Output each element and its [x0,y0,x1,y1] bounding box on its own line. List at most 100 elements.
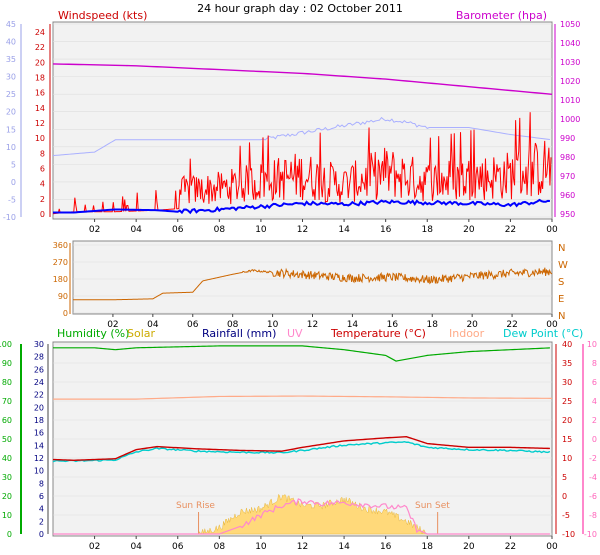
barometer-axis-tick-label: 960 [560,191,575,200]
windspeed-axis-tick-label: 12 [35,119,45,128]
left-axis-tick-label: 30 [6,73,16,82]
temperature-tick-label: 35 [562,359,572,368]
rainfall-tick-label: 18 [34,416,44,425]
wind-direction-line [73,267,553,301]
barometer-axis-tick-label: 1020 [560,77,580,86]
wind-direction-xtick-label: 00 [546,320,558,330]
wind-direction-tick-label: 0 [63,309,68,318]
wind-direction-xtick-label: 04 [147,320,159,330]
temperature-tick-label: 30 [562,378,572,387]
rainfall-legend: Rainfall (mm) [202,327,276,340]
dewpoint-line [52,440,551,463]
rainfall-tick-label: 30 [34,340,44,349]
humidity-tick-label: 70 [2,397,12,406]
humidity-legend: Humidity (%) [57,327,129,340]
barometer-axis-tick-label: 1010 [560,96,580,105]
left-axis-tick-label: 15 [6,125,16,134]
wind-direction-plot-area [72,240,553,315]
wind-direction-series [73,267,553,301]
temp-hum-xtick-label: 06 [172,542,184,552]
uv-tick-label: -2 [589,454,597,463]
humidity-tick-label: 20 [2,492,12,501]
uv-tick-label: 6 [592,378,597,387]
uv-tick-label: 8 [592,359,597,368]
barometer-legend: Barometer (hpa) [456,9,547,22]
temp-hum-panel: 0102030405060708090100024681012141618202… [0,327,597,552]
temperature-tick-label: -10 [562,530,575,539]
wind-baro-xtick-label: 14 [338,225,350,235]
temp-hum-xtick-label: 10 [255,542,267,552]
left-axis-tick-label: 10 [6,143,16,152]
rainfall-tick-label: 20 [34,403,44,412]
compass-label: N [558,243,565,254]
sunset-annotation: Sun Set [415,501,450,511]
indoor-legend: Indoor [449,327,485,340]
humidity-tick-label: 0 [7,530,12,539]
barometer-axis-tick-label: 1050 [560,20,580,29]
left-axis-tick-label: 0 [11,178,16,187]
wind-baro-axes: -10-505101520253035404502468101214161820… [3,20,580,235]
temperature-tick-label: 0 [562,492,567,501]
uv-tick-label: -8 [589,511,597,520]
left-axis-tick-label: -5 [8,195,16,204]
windspeed-axis-tick-label: 0 [40,210,45,219]
uv-legend: UV [287,327,303,340]
left-axis-tick-label: -10 [3,213,16,222]
left-axis-tick-label: 5 [11,160,16,169]
compass-label: S [558,277,564,288]
uv-line [53,498,550,535]
uv-tick-label: 4 [592,397,597,406]
wind-direction-xtick-label: 12 [307,320,318,330]
wind-direction-grid [73,244,552,314]
windspeed-axis-tick-label: 4 [40,180,45,189]
temp-hum-series [52,345,553,535]
wind-baro-panel: -10-505101520253035404502468101214161820… [3,9,580,235]
solar-legend: Solar [127,327,156,340]
temp-hum-xtick-label: 12 [297,542,308,552]
windspeed-axis-tick-label: 2 [40,195,45,204]
left-axis-tick-label: 25 [6,90,16,99]
wind-baro-xtick-label: 16 [380,225,392,235]
temp-hum-xtick-label: 08 [214,542,226,552]
wind-baro-xtick-label: 06 [172,225,184,235]
sunrise-annotation: Sun Rise [176,501,215,511]
uv-tick-label: -4 [589,473,597,482]
barometer-axis-tick-label: 1040 [560,39,580,48]
indoor-line [53,395,553,400]
wind-direction-tick-label: 180 [53,275,68,284]
humidity-tick-label: 30 [2,473,12,482]
wind-direction-xtick-label: 10 [267,320,279,330]
left-axis-tick-label: 20 [6,108,16,117]
compass-label: N [558,311,565,322]
temperature-tick-label: 20 [562,416,572,425]
windspeed-axis-tick-label: 22 [35,43,45,52]
windspeed-axis-tick-label: 20 [35,58,45,67]
temperature-tick-label: 40 [562,340,572,349]
temperature-tick-label: 10 [562,454,572,463]
humidity-tick-label: 10 [2,511,12,520]
humidity-tick-label: 60 [2,416,12,425]
temp-hum-axes: 0102030405060708090100024681012141618202… [0,340,597,552]
wind-direction-xtick-label: 22 [506,320,517,330]
uv-tick-label: -6 [589,492,597,501]
temperature-tick-label: 25 [562,397,572,406]
windspeed-axis-tick-label: 18 [35,74,45,83]
windspeed-legend: Windspeed (kts) [58,9,147,22]
left-axis-tick-label: 35 [6,55,16,64]
rainfall-tick-label: 8 [39,479,44,488]
temp-hum-xtick-label: 14 [338,542,350,552]
wind-baro-xtick-label: 08 [214,225,226,235]
wind-baro-xtick-label: 22 [505,225,516,235]
rainfall-tick-label: 12 [34,454,44,463]
windspeed-axis-tick-label: 8 [40,149,45,158]
temp-hum-xtick-label: 04 [130,542,142,552]
dewpoint-legend: Dew Point (°C) [503,327,583,340]
wind-baro-xtick-label: 10 [255,225,267,235]
compass-label: W [558,260,568,271]
windspeed-axis-tick-label: 16 [35,89,45,98]
temperature-legend: Temperature (°C) [330,327,426,340]
rainfall-tick-label: 10 [34,467,44,476]
wind-baro-xtick-label: 02 [89,225,100,235]
